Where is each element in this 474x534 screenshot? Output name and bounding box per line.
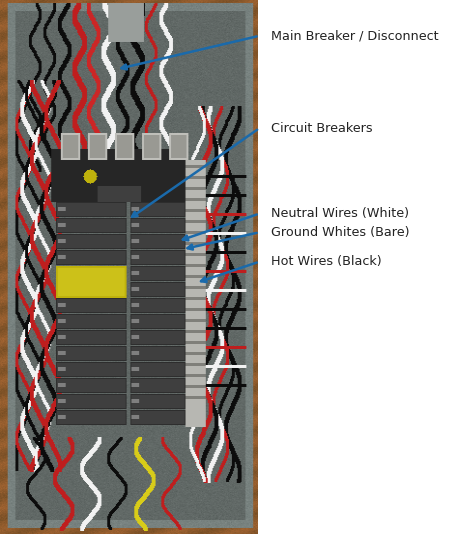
Text: Circuit Breakers: Circuit Breakers: [271, 122, 373, 135]
Text: Main Breaker / Disconnect: Main Breaker / Disconnect: [271, 29, 438, 42]
Text: Neutral Wires (White): Neutral Wires (White): [271, 207, 409, 220]
Text: Hot Wires (Black): Hot Wires (Black): [271, 255, 382, 268]
Text: Ground Whites (Bare): Ground Whites (Bare): [271, 226, 410, 239]
